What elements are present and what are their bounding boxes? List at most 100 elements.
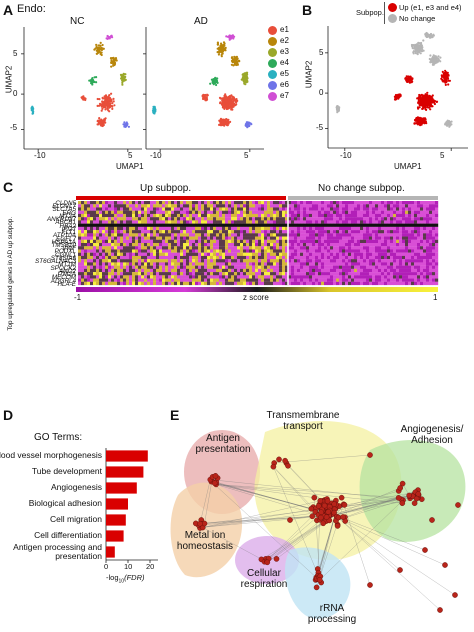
heatmap-cell	[258, 255, 262, 260]
heatmap-cell	[396, 268, 400, 273]
heatmap-cell	[93, 252, 97, 257]
heatmap-cell	[156, 268, 160, 273]
heatmap-cell	[315, 223, 319, 227]
umap-subpop-cell	[439, 56, 442, 59]
heatmap-cell	[87, 220, 91, 224]
heatmap-cell	[153, 217, 157, 221]
heatmap-cell	[318, 246, 322, 250]
heatmap-cell	[186, 207, 190, 211]
heatmap-cell	[333, 249, 337, 253]
heatmap-cell	[399, 275, 403, 279]
heatmap-cell	[213, 252, 217, 257]
heatmap-cell	[267, 262, 271, 266]
heatmap-cell	[213, 207, 217, 211]
heatmap-cell	[114, 204, 118, 208]
heatmap-cell	[312, 233, 316, 237]
heatmap-cell	[180, 220, 184, 224]
heatmap-cell	[126, 213, 130, 218]
heatmap-cell	[261, 268, 265, 273]
heatmap-cell	[342, 236, 346, 240]
umap-subpop-cell	[447, 83, 450, 86]
heatmap-cell	[93, 223, 97, 227]
heatmap-cell	[264, 272, 268, 276]
heatmap-cell	[285, 233, 289, 237]
heatmap-cell	[339, 230, 343, 234]
heatmap-cell	[297, 236, 301, 240]
heatmap-cell	[312, 265, 316, 269]
heatmap-cell	[270, 207, 274, 211]
heatmap-cell	[78, 226, 82, 231]
heatmap-cell	[111, 265, 115, 269]
heatmap-cell	[99, 213, 103, 218]
heatmap-cell	[399, 239, 403, 244]
heatmap-cell	[102, 204, 106, 208]
heatmap-cell	[264, 259, 268, 263]
heatmap-cell	[141, 210, 145, 215]
heatmap-cell	[177, 230, 181, 234]
heatmap-cell	[294, 262, 298, 266]
heatmap-cell	[375, 272, 379, 276]
heatmap-cell	[141, 262, 145, 266]
heatmap-cell	[90, 233, 94, 237]
heatmap-cell	[393, 259, 397, 263]
heatmap-cell	[156, 217, 160, 221]
heatmap-cell	[420, 249, 424, 253]
heatmap-cell	[390, 204, 394, 208]
heatmap-cell	[354, 210, 358, 215]
umap-ad-cell	[222, 49, 225, 52]
heatmap-cell	[144, 249, 148, 253]
heatmap-cell	[144, 236, 148, 240]
heatmap-cell	[240, 265, 244, 269]
heatmap-cell	[339, 272, 343, 276]
heatmap-cell	[81, 265, 85, 269]
heatmap-cell	[225, 230, 229, 234]
heatmap-cell	[384, 246, 388, 250]
heatmap-cell	[375, 223, 379, 227]
umap-subpop-cell	[423, 97, 426, 100]
heatmap-cell	[225, 201, 229, 205]
heatmap-cell	[405, 262, 409, 266]
panel-a-cell-type: Endo:	[17, 3, 46, 15]
umap-nc-cell	[100, 103, 103, 107]
umap-nc-cell	[103, 120, 106, 123]
heatmap-cell	[321, 246, 325, 250]
heatmap-cell	[108, 265, 112, 269]
heatmap-cell	[303, 223, 307, 227]
heatmap-cell	[87, 223, 91, 227]
heatmap-cell	[327, 230, 331, 234]
heatmap-cell	[231, 233, 235, 237]
heatmap-cell	[378, 223, 382, 227]
heatmap-cell	[402, 252, 406, 257]
heatmap-cell	[279, 230, 283, 234]
heatmap-cell	[333, 246, 337, 250]
heatmap-cell	[231, 204, 235, 208]
heatmap-cell	[123, 265, 127, 269]
heatmap-cell	[138, 210, 142, 215]
heatmap-cell	[282, 204, 286, 208]
heatmap-cell	[258, 230, 262, 234]
heatmap-cell	[81, 217, 85, 221]
heatmap-cell	[405, 236, 409, 240]
umap-ad-cell	[235, 103, 238, 106]
heatmap-cell	[123, 207, 127, 211]
heatmap-cell	[408, 230, 412, 234]
heatmap-cell	[309, 236, 313, 240]
heatmap-cell	[270, 223, 274, 227]
heatmap-cell	[390, 255, 394, 260]
heatmap-cell	[234, 213, 238, 218]
heatmap-cell	[264, 226, 268, 231]
umap-nc-cell	[81, 97, 84, 100]
heatmap-cell	[345, 236, 349, 240]
heatmap-cell	[213, 233, 217, 237]
heatmap-cell	[339, 207, 343, 211]
heatmap-cell	[90, 226, 94, 231]
heatmap-cell	[114, 220, 118, 224]
heatmap-cell	[309, 213, 313, 218]
heatmap-cell	[360, 275, 364, 279]
heatmap-cell	[150, 223, 154, 227]
heatmap-cell	[120, 233, 124, 237]
heatmap-cell	[408, 236, 412, 240]
heatmap-cell	[375, 252, 379, 257]
heatmap-cell	[279, 262, 283, 266]
heatmap-cell	[117, 204, 121, 208]
